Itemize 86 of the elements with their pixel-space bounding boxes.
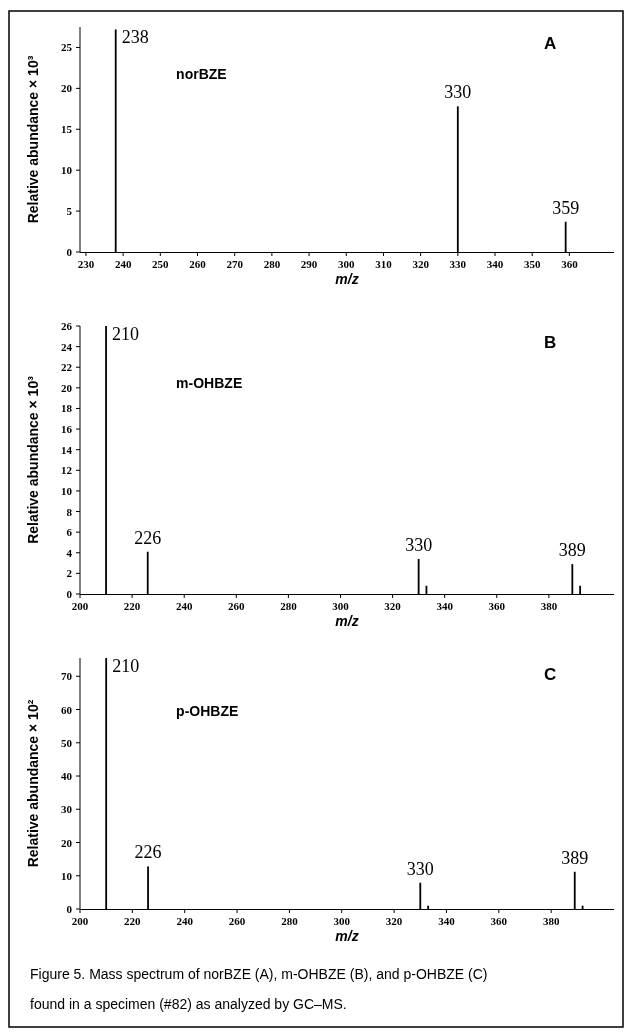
annotation: B <box>544 333 557 352</box>
y-tick-label: 12 <box>61 464 73 477</box>
x-tick-label: 260 <box>228 915 246 927</box>
y-tick-label: 25 <box>61 41 73 54</box>
x-tick-label: 300 <box>338 258 356 270</box>
x-tick-label: 340 <box>486 258 504 270</box>
x-tick-label: 380 <box>542 915 560 927</box>
annotation: 330 <box>406 858 434 879</box>
x-tick-label: 360 <box>561 258 579 270</box>
y-tick-label: 8 <box>66 505 73 518</box>
annotation: C <box>544 665 557 684</box>
x-axis-title: m/z <box>335 928 359 944</box>
x-tick-label: 300 <box>333 915 351 927</box>
y-tick-label: 20 <box>61 836 73 849</box>
x-tick-label: 220 <box>123 600 141 612</box>
y-tick-label: 50 <box>61 736 73 749</box>
y-tick-label: 0 <box>66 246 73 258</box>
y-tick-label: 70 <box>61 670 73 683</box>
x-tick-label: 360 <box>488 600 506 612</box>
y-tick-label: 14 <box>61 443 73 456</box>
x-tick-label: 360 <box>490 915 508 927</box>
y-tick-label: 4 <box>66 546 73 559</box>
y-tick-label: 6 <box>66 526 73 539</box>
y-tick-label: 10 <box>61 869 73 882</box>
x-tick-label: 200 <box>71 915 89 927</box>
caption: Figure 5. Mass spectrum of norBZE (A), m-OHBZE (B), and p-OHBZE (C) found in a specimen (#82) as analyzed by GC–MS. <box>30 966 488 1012</box>
x-tick-label: 320 <box>385 915 403 927</box>
y-axis-title: Relative abundance × 10³ <box>25 55 41 224</box>
y-tick-label: 16 <box>61 423 73 436</box>
annotation: m-OHBZE <box>176 374 243 391</box>
annotation: 330 <box>405 534 433 555</box>
y-tick-label: 24 <box>61 340 73 353</box>
x-tick-label: 320 <box>412 258 430 270</box>
x-tick-label: 230 <box>77 258 95 270</box>
x-tick-label: 380 <box>540 600 558 612</box>
y-tick-label: 20 <box>61 82 73 95</box>
y-tick-label: 5 <box>66 205 73 218</box>
y-tick-label: 10 <box>61 164 73 177</box>
x-tick-label: 240 <box>176 915 194 927</box>
x-tick-label: 300 <box>332 600 350 612</box>
x-tick-label: 280 <box>280 600 298 612</box>
x-tick-label: 250 <box>152 258 170 270</box>
x-tick-label: 240 <box>114 258 132 270</box>
y-tick-label: 60 <box>61 703 73 716</box>
annotation: 210 <box>112 324 140 344</box>
y-tick-label: 40 <box>61 770 73 783</box>
annotation: p-OHBZE <box>176 702 239 719</box>
y-axis-title: Relative abundance × 10³ <box>25 375 41 544</box>
y-tick-label: 30 <box>61 803 73 816</box>
x-tick-label: 330 <box>449 258 467 270</box>
annotation: A <box>544 34 557 53</box>
x-tick-label: 270 <box>226 258 244 270</box>
annotation: 226 <box>134 527 162 548</box>
y-tick-label: 10 <box>61 484 73 497</box>
annotation: 359 <box>552 197 580 218</box>
y-tick-label: 0 <box>66 588 73 600</box>
x-tick-label: 340 <box>438 915 456 927</box>
x-tick-label: 350 <box>523 258 541 270</box>
x-tick-label: 310 <box>375 258 393 270</box>
y-tick-label: 0 <box>66 903 73 915</box>
y-tick-label: 22 <box>61 361 73 374</box>
x-tick-label: 340 <box>436 600 454 612</box>
x-tick-label: 280 <box>281 915 299 927</box>
y-tick-label: 26 <box>61 320 73 332</box>
annotation: 389 <box>558 540 586 561</box>
y-tick-label: 20 <box>61 381 73 394</box>
x-tick-label: 220 <box>124 915 142 927</box>
y-tick-label: 18 <box>61 402 73 415</box>
annotation: 389 <box>561 847 589 868</box>
x-tick-label: 280 <box>263 258 281 270</box>
annotation: norBZE <box>176 65 227 82</box>
x-axis-title: m/z <box>335 271 359 287</box>
x-tick-label: 200 <box>71 600 89 612</box>
annotation: 210 <box>112 656 140 676</box>
annotation: 226 <box>134 842 162 863</box>
x-tick-label: 320 <box>384 600 402 612</box>
x-tick-label: 260 <box>189 258 207 270</box>
annotation: 238 <box>121 27 149 48</box>
x-tick-label: 240 <box>175 600 193 612</box>
y-tick-label: 2 <box>66 567 73 580</box>
annotation: 330 <box>444 82 472 103</box>
x-tick-label: 260 <box>228 600 246 612</box>
y-axis-title: Relative abundance × 10² <box>25 699 41 868</box>
x-axis-title: m/z <box>335 613 359 629</box>
y-tick-label: 15 <box>61 123 73 136</box>
x-tick-label: 290 <box>300 258 318 270</box>
